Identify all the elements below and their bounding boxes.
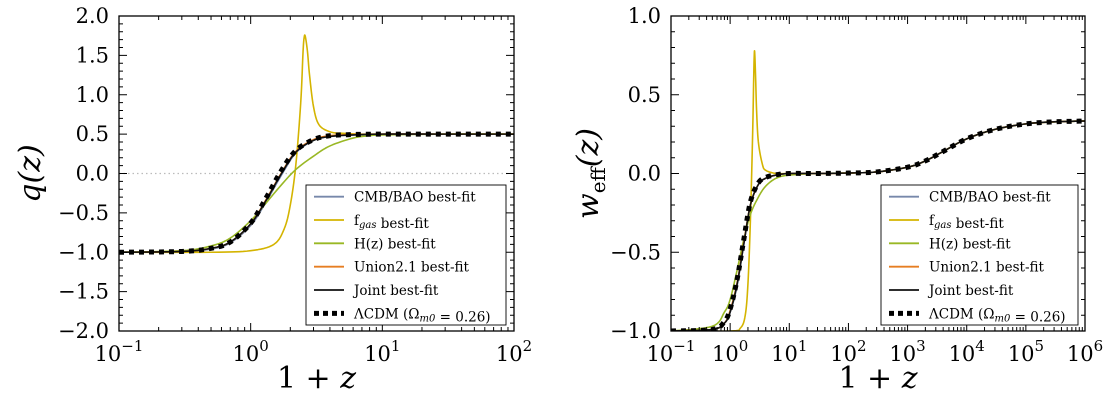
weff-panel: 10−1 100 101 102 103 104 105 106 1.0 0.5 0.0 −0.5 −1…	[571, 4, 1103, 395]
x-tick-label: 10−1	[647, 337, 696, 366]
legend-label-f-gas-best-fit: fgas best-fit	[354, 213, 429, 232]
q-panel: 10−1 100 101 102 2.0 1.5 1.0 0.5 0.0 −0.5 −1.0 −1.5…	[13, 4, 532, 395]
x-tick-label: 101	[771, 337, 807, 366]
x-tick-label: 105	[1008, 337, 1044, 366]
legend-label-h-z-best-fit: H(z) best-fit	[929, 236, 1011, 252]
y-tick-label: −0.5	[58, 201, 109, 225]
y-tick-label: −1.0	[610, 319, 661, 343]
y-tick-label: 2.0	[76, 4, 109, 28]
legend-label-cmb-bao-best-fit: CMB/BAO best-fit	[354, 190, 476, 206]
legend-box	[880, 184, 1079, 326]
legend-label-cmb-bao-best-fit: CMB/BAO best-fit	[929, 190, 1051, 206]
legend-label-joint-best-fit: Joint best-fit	[927, 283, 1014, 299]
x-tick-label: 100	[233, 337, 269, 366]
x-axis-label: 1 + z	[277, 361, 356, 395]
x-tick-label: 104	[949, 337, 985, 366]
y-axis-label: weff(z)	[571, 128, 610, 219]
y-tick-label: 1.0	[628, 4, 661, 28]
y-tick-label: 1.5	[76, 43, 109, 67]
legend-label-cdm-m0-0-26: ΛCDM (Ωm0 = 0.26)	[353, 306, 491, 325]
y-tick-label: 0.0	[76, 162, 109, 186]
legend: CMB/BAO best-fit fgas best-fit H(z) best-f…	[305, 184, 507, 326]
legend-box	[305, 184, 507, 326]
y-tick-label: −0.5	[610, 240, 661, 264]
y-tick-label: 1.0	[76, 83, 109, 107]
legend-label-cdm-m0-0-26: ΛCDM (Ωm0 = 0.26)	[928, 306, 1066, 325]
x-axis-label: 1 + z	[838, 361, 917, 395]
plot-area	[671, 49, 1085, 331]
x-tick-label: 10−1	[95, 337, 144, 366]
legend-label-union2-1-best-fit: Union2.1 best-fit	[929, 260, 1045, 276]
x-tick-label: 102	[830, 337, 866, 366]
plot-area	[119, 34, 514, 255]
x-tick-label: 101	[364, 337, 400, 366]
legend-label-h-z-best-fit: H(z) best-fit	[354, 236, 436, 252]
y-tick-label: 0.5	[76, 122, 109, 146]
x-tick-label: 100	[712, 337, 748, 366]
x-tick-label: 106	[1067, 337, 1103, 366]
legend-label-union2-1-best-fit: Union2.1 best-fit	[354, 260, 470, 276]
y-axis-label: q(z)	[13, 144, 48, 202]
y-tick-label: −1.5	[58, 280, 109, 304]
series-line-cdm-m0-0-26	[671, 118, 1085, 331]
x-tick-label: 103	[889, 337, 925, 366]
x-tick-label: 102	[496, 337, 532, 366]
series-line-h-z-best-fit	[119, 133, 514, 254]
legend-label-joint-best-fit: Joint best-fit	[352, 283, 439, 299]
y-tick-label: 0.5	[628, 83, 661, 107]
y-tick-label: −1.0	[58, 240, 109, 264]
legend: CMB/BAO best-fit fgas best-fit H(z) best-f…	[880, 184, 1079, 326]
legend-label-f-gas-best-fit: fgas best-fit	[929, 213, 1004, 232]
series-line-cdm-m0-0-26	[119, 131, 514, 255]
y-tick-label: −2.0	[58, 319, 109, 343]
y-tick-label: 0.0	[628, 162, 661, 186]
